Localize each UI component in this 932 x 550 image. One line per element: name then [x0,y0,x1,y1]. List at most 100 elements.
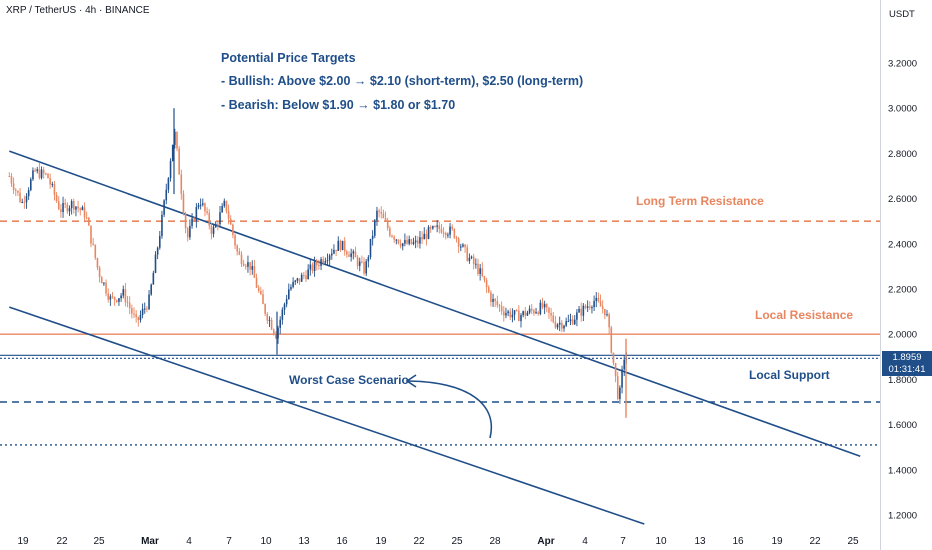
candle-body [167,178,170,190]
candle-body [589,306,591,308]
trendline [9,150,861,457]
candle-body [247,262,249,267]
x-tick-label: Apr [537,536,554,547]
candle-body [468,257,471,261]
bar-countdown: 01:31:41 [888,364,926,375]
candle-body [425,233,428,239]
candle-body [156,247,159,255]
candle-body [126,301,129,303]
targets-title[interactable]: Potential Price Targets [221,51,356,65]
local-resistance-label[interactable]: Local Resistance [755,308,854,322]
candle-body [124,289,127,302]
candle-body [296,278,299,281]
x-tick-label: 4 [186,536,192,547]
candle-body [515,310,518,312]
candle-body [462,244,464,247]
candle-body [563,325,565,329]
candle-body [178,148,180,175]
candle-body [358,261,361,267]
candle-body [311,264,314,271]
candle-body [79,208,82,211]
candle-body [606,314,608,316]
candle-body [341,240,344,251]
price-axis[interactable] [880,0,932,550]
candle-body [260,290,262,295]
candle-body [386,220,389,229]
candle-body [346,251,348,255]
bearish-target[interactable]: - Bearish: Below $1.90 → $1.80 or $1.70 [221,98,456,112]
candle-body [19,192,21,202]
candle-body [83,207,86,218]
candle-body [561,322,563,329]
candle-body [238,251,241,255]
candle-body [558,322,561,325]
candle-body [176,131,178,149]
candle-body [530,308,533,311]
candle-body [494,298,496,302]
candle-body [485,280,488,288]
candle-body [552,315,555,322]
candle-body [315,261,318,266]
candle-body [169,161,172,179]
candle-body [612,352,615,364]
candle-body [281,309,284,320]
candle-body [389,228,391,236]
candle-body [266,313,269,321]
candle-body [601,306,604,309]
candle-body [414,240,417,243]
candle-body [453,228,456,238]
candle-body [53,183,56,195]
candle-body [57,201,60,210]
ticker-header[interactable]: XRP / TetherUS · 4h · BINANCE [6,5,150,16]
long-term-resistance-label[interactable]: Long Term Resistance [636,194,764,208]
candle-body [81,207,84,211]
x-axis-ticks: 19 22 25 Mar 4 7 10 13 16 19 22 25 28 Apr 4 7 10 13 16 19 22… [17,536,859,547]
candle-body [150,284,152,295]
x-tick-label: 28 [489,536,501,547]
candle-body [335,249,337,251]
candle-body [62,203,64,213]
x-tick-label: 7 [620,536,626,547]
candle-body [432,226,434,229]
bullish-target[interactable]: - Bullish: Above $2.00 → $2.10 (short-te… [221,74,584,88]
candle-body [32,170,34,180]
candle-body [412,242,415,244]
candle-body [38,169,41,178]
candle-body [518,310,520,322]
x-tick-label: Mar [141,536,159,547]
candle-body [262,294,264,305]
arrow-curve [407,380,493,439]
candle-body [369,238,372,258]
candle-body [451,226,453,229]
candle-body [64,203,66,205]
candle-body [21,201,23,203]
candle-body [242,263,245,266]
candle-body [17,190,19,193]
candle-body [397,239,400,244]
worst-case-label[interactable]: Worst Case Scenario [289,373,409,387]
candle-body [77,206,79,209]
x-tick-label: 22 [413,536,425,547]
currency-label[interactable]: USDT [889,9,915,20]
candle-body [595,297,598,302]
candle-body [234,235,236,246]
trendlines [9,150,861,525]
candle-body [279,319,281,328]
candle-body [503,311,505,316]
candle-body [85,217,88,219]
candle-body [619,387,621,399]
candle-body [159,236,161,248]
candle-body [498,305,501,307]
candle-body [245,265,247,267]
candle-body [96,258,99,268]
candle-body [292,281,294,288]
candle-body [141,308,144,315]
candle-body [320,259,322,266]
candle-body [186,228,189,238]
local-support-label[interactable]: Local Support [749,368,830,382]
candle-body [507,311,509,314]
candle-body [309,264,312,270]
candle-body [25,196,28,203]
candle-body [30,179,32,191]
